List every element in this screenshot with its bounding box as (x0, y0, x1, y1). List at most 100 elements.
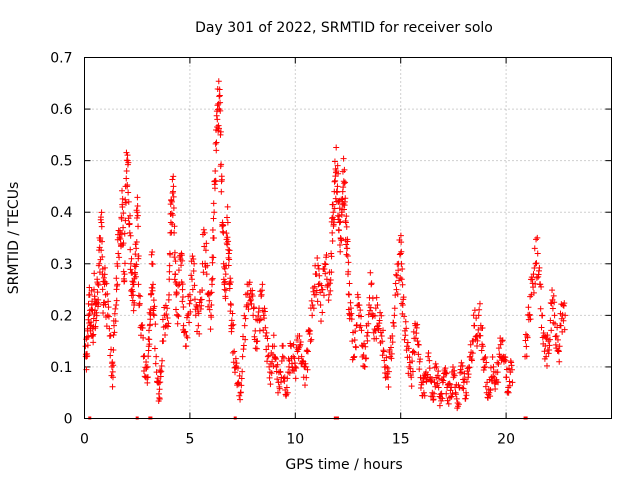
data-point (347, 299, 354, 306)
data-point (147, 321, 154, 328)
data-point (281, 374, 288, 381)
data-point (358, 327, 365, 334)
data-point (174, 312, 181, 319)
data-point (266, 363, 273, 370)
data-point (459, 384, 466, 391)
data-point (119, 204, 126, 211)
data-point (233, 360, 240, 367)
data-point (230, 321, 237, 328)
data-point (424, 371, 431, 378)
data-point (113, 275, 120, 282)
data-point (180, 303, 187, 310)
data-point (352, 328, 359, 335)
data-point (343, 213, 350, 220)
data-point (322, 261, 329, 268)
data-point (108, 372, 115, 379)
data-point (523, 343, 530, 350)
data-point (159, 357, 166, 364)
data-point (473, 315, 480, 322)
data-point (206, 297, 213, 304)
data-point (113, 302, 120, 309)
data-point (261, 315, 268, 322)
data-point (257, 316, 264, 323)
data-point (223, 230, 230, 237)
data-point (344, 245, 351, 252)
data-point (463, 378, 470, 385)
data-point (237, 389, 244, 396)
data-point (312, 291, 319, 298)
plot-frame (84, 57, 612, 419)
data-point (116, 234, 123, 241)
data-point (203, 271, 210, 278)
data-point (109, 359, 116, 366)
data-point (303, 374, 310, 381)
data-point (208, 289, 215, 296)
data-point (158, 362, 165, 369)
data-point (314, 298, 321, 305)
data-point (396, 251, 403, 258)
data-point (109, 368, 116, 375)
data-point (190, 267, 197, 274)
data-point (271, 343, 278, 350)
data-point (92, 307, 99, 314)
data-point (410, 348, 417, 355)
data-point (389, 339, 396, 346)
data-point (254, 338, 261, 345)
data-point (123, 149, 130, 156)
data-point (561, 300, 568, 307)
data-point (209, 227, 216, 234)
data-point (340, 155, 347, 162)
data-point (98, 209, 105, 216)
data-point (345, 268, 352, 275)
data-point (212, 140, 219, 147)
data-point (432, 360, 439, 367)
data-point (502, 357, 509, 364)
data-point (402, 332, 409, 339)
y-tick-label: 0.3 (50, 257, 72, 273)
data-point (86, 291, 93, 298)
data-point (240, 333, 247, 340)
data-point (498, 338, 505, 345)
data-point (549, 305, 556, 312)
data-point (150, 311, 157, 318)
data-point (259, 281, 266, 288)
data-point (460, 379, 467, 386)
data-point (509, 379, 516, 386)
data-point (321, 260, 328, 267)
data-point (442, 365, 449, 372)
data-point (213, 147, 220, 154)
data-point (274, 376, 281, 383)
data-point (484, 379, 491, 386)
data-point (132, 251, 139, 258)
data-point (186, 300, 193, 307)
data-point (530, 284, 537, 291)
data-point (307, 338, 314, 345)
data-point (90, 331, 97, 338)
data-point (105, 313, 112, 320)
data-point (315, 262, 322, 269)
data-point (262, 324, 269, 331)
data-point (344, 252, 351, 259)
data-point (336, 213, 343, 220)
data-point (546, 342, 553, 349)
data-point (135, 281, 142, 288)
data-point (134, 209, 141, 216)
data-point (343, 251, 350, 258)
data-point (132, 271, 139, 278)
data-point (351, 337, 358, 344)
data-point (150, 281, 157, 288)
data-point (328, 253, 335, 260)
data-point (369, 313, 376, 320)
data-point (131, 299, 138, 306)
data-point (506, 365, 513, 372)
data-point (439, 395, 446, 402)
data-point (119, 195, 126, 202)
data-point (399, 281, 406, 288)
data-point (221, 281, 228, 288)
data-point (182, 328, 189, 335)
data-point (225, 238, 232, 245)
data-point (184, 312, 191, 319)
data-point (144, 363, 151, 370)
data-point (171, 229, 178, 236)
data-point (188, 272, 195, 279)
